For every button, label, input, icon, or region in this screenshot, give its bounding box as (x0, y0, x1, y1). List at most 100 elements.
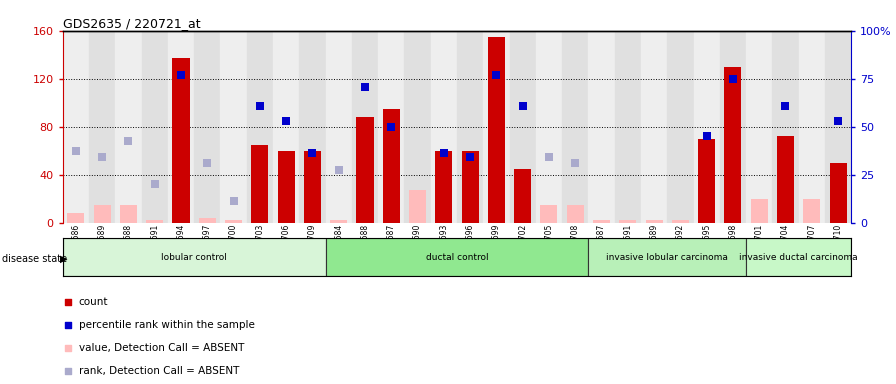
Bar (510, 31, 536, 223)
Point (463, 154, 478, 160)
Bar (299, 31, 325, 223)
Bar (830, 163, 847, 223)
Bar (383, 109, 400, 223)
Bar (589, 31, 615, 223)
Point (306, 150, 320, 156)
Point (121, 138, 135, 144)
Bar (803, 199, 821, 223)
Bar (378, 31, 404, 223)
Point (515, 103, 530, 109)
Bar (746, 238, 851, 276)
Bar (562, 31, 589, 223)
Bar (719, 31, 746, 223)
Bar (798, 31, 825, 223)
Point (253, 103, 267, 109)
Bar (672, 220, 689, 223)
Bar (540, 205, 557, 223)
Text: value, Detection Call = ABSENT: value, Detection Call = ABSENT (79, 343, 245, 353)
Point (726, 76, 740, 82)
Bar (93, 205, 111, 223)
Bar (325, 238, 589, 276)
Text: count: count (79, 297, 108, 307)
Point (384, 124, 399, 130)
Text: GDS2635 / 220721_at: GDS2635 / 220721_at (63, 17, 201, 30)
Bar (435, 151, 452, 223)
Bar (120, 205, 137, 223)
Bar (487, 37, 505, 223)
Bar (645, 220, 663, 223)
Bar (273, 31, 299, 223)
Bar (172, 58, 190, 223)
Bar (89, 31, 116, 223)
Point (779, 103, 793, 109)
Point (489, 72, 504, 78)
Bar (278, 151, 295, 223)
Point (227, 198, 241, 204)
Text: percentile rank within the sample: percentile rank within the sample (79, 320, 254, 330)
Bar (409, 190, 426, 223)
Bar (330, 220, 348, 223)
Bar (483, 31, 510, 223)
Bar (615, 31, 641, 223)
Text: lobular control: lobular control (161, 253, 227, 262)
Point (95, 154, 109, 160)
Bar (777, 136, 794, 223)
Bar (619, 220, 636, 223)
Point (831, 118, 845, 124)
Bar (589, 238, 746, 276)
Bar (431, 31, 457, 223)
Point (148, 181, 162, 187)
Bar (142, 31, 168, 223)
Bar (566, 205, 584, 223)
Bar (641, 31, 668, 223)
Text: invasive lobular carcinoma: invasive lobular carcinoma (607, 253, 728, 262)
Bar (225, 220, 242, 223)
Point (568, 160, 582, 166)
Bar (325, 31, 352, 223)
Bar (220, 31, 246, 223)
Bar (404, 31, 431, 223)
Point (542, 154, 556, 160)
Bar (668, 31, 694, 223)
Bar (825, 31, 851, 223)
Bar (514, 169, 531, 223)
Bar (352, 31, 378, 223)
Bar (199, 218, 216, 223)
Bar (63, 31, 89, 223)
Text: ductal control: ductal control (426, 253, 488, 262)
Text: rank, Detection Call = ABSENT: rank, Detection Call = ABSENT (79, 366, 239, 376)
Bar (698, 139, 715, 223)
Bar (304, 151, 321, 223)
Point (374, 247, 388, 253)
Bar (67, 213, 84, 223)
Bar (168, 31, 194, 223)
Bar (194, 31, 220, 223)
Bar (246, 31, 273, 223)
Bar (457, 31, 483, 223)
Point (332, 167, 346, 173)
Bar (116, 31, 142, 223)
Bar (593, 220, 610, 223)
Point (436, 150, 451, 156)
Point (69, 148, 83, 154)
Point (700, 133, 714, 139)
Bar (146, 220, 163, 223)
Text: invasive ductal carcinoma: invasive ductal carcinoma (739, 253, 858, 262)
Bar (772, 31, 798, 223)
Bar (63, 238, 325, 276)
Point (374, 38, 388, 44)
Bar (724, 67, 742, 223)
Point (358, 84, 372, 90)
Bar (251, 145, 269, 223)
Bar (461, 151, 478, 223)
Text: ▶: ▶ (60, 254, 67, 264)
Point (200, 160, 214, 166)
Bar (694, 31, 719, 223)
Text: disease state: disease state (2, 254, 67, 264)
Bar (536, 31, 562, 223)
Point (174, 72, 188, 78)
Bar (751, 199, 768, 223)
Bar (746, 31, 772, 223)
Bar (357, 117, 374, 223)
Point (279, 118, 293, 124)
